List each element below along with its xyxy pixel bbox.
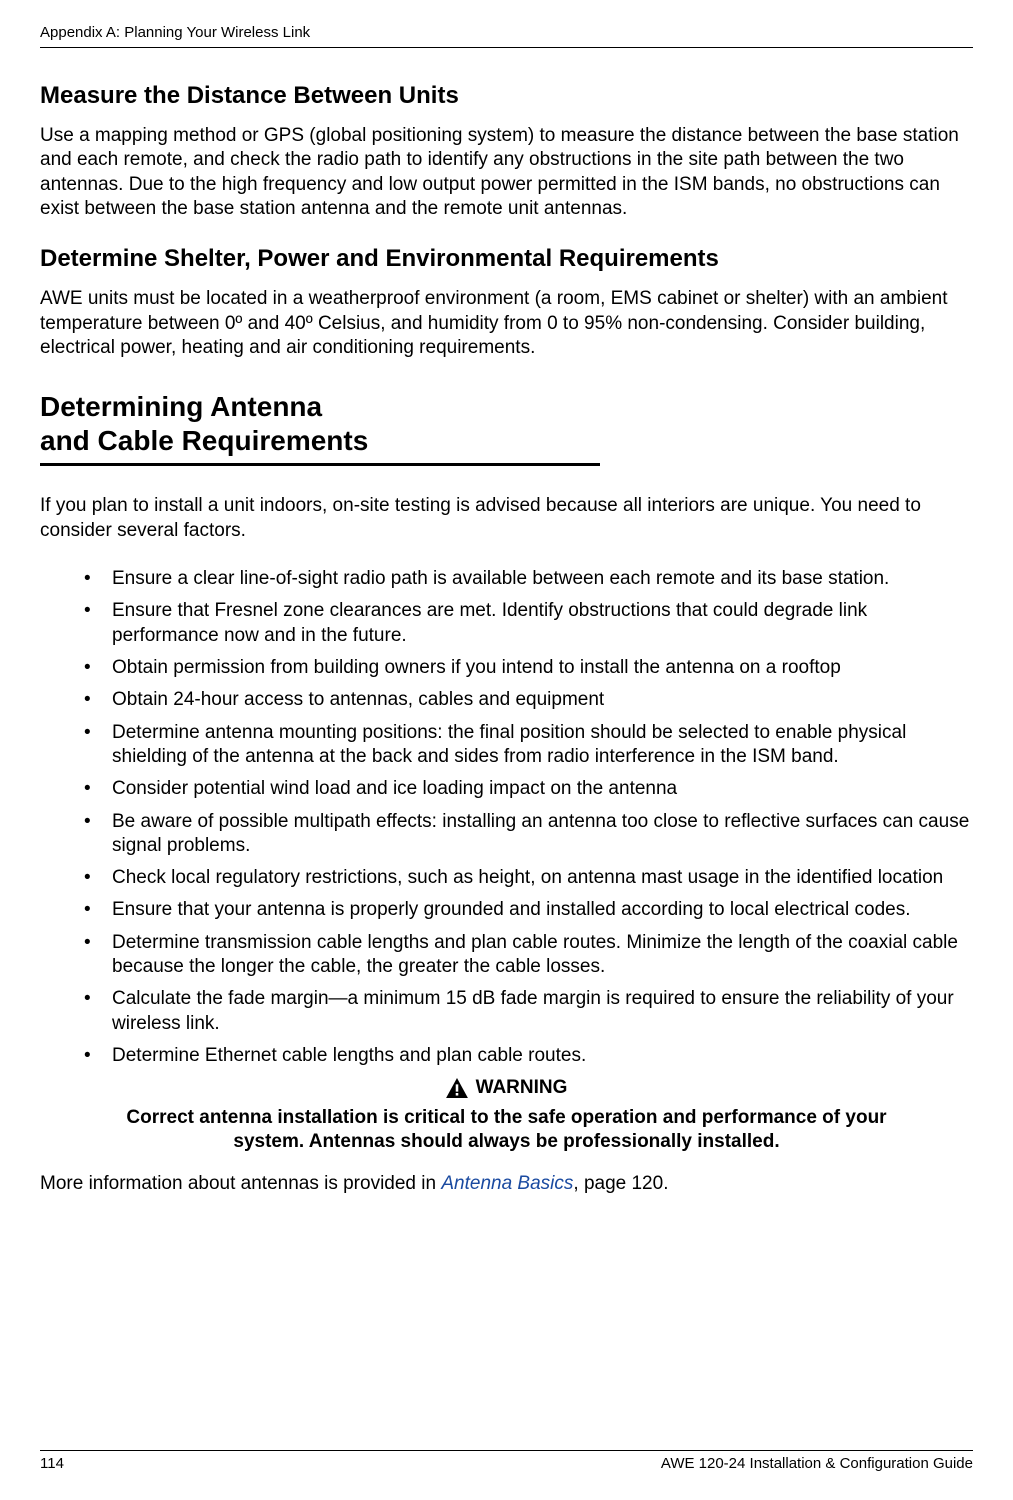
list-item: Consider potential wind load and ice loa… (40, 777, 973, 801)
list-item: Ensure that your antenna is properly gro… (40, 898, 973, 922)
doc-title: AWE 120-24 Installation & Configuration … (661, 1455, 973, 1472)
heading-rule (40, 463, 600, 466)
warning-label-text: WARNING (476, 1076, 568, 1100)
list-item: Determine transmission cable lengths and… (40, 931, 973, 980)
heading-line-2: and Cable Requirements (40, 424, 973, 458)
bullet-list-antenna-factors: Ensure a clear line-of-sight radio path … (40, 567, 973, 1068)
list-item: Obtain 24-hour access to antennas, cable… (40, 688, 973, 712)
paragraph-more-info: More information about antennas is provi… (40, 1172, 973, 1196)
list-item: Calculate the fade margin—a minimum 15 d… (40, 987, 973, 1036)
list-item: Ensure that Fresnel zone clearances are … (40, 599, 973, 648)
list-item: Obtain permission from building owners i… (40, 656, 973, 680)
warning-block: WARNING Correct antenna installation is … (117, 1076, 897, 1154)
warning-body: Correct antenna installation is critical… (117, 1106, 897, 1155)
list-item: Determine antenna mounting positions: th… (40, 721, 973, 770)
list-item: Ensure a clear line-of-sight radio path … (40, 567, 973, 591)
list-item: Be aware of possible multipath effects: … (40, 810, 973, 859)
list-item: Determine Ethernet cable lengths and pla… (40, 1044, 973, 1068)
warning-label-row: WARNING (446, 1076, 568, 1100)
link-antenna-basics[interactable]: Antenna Basics (441, 1173, 573, 1194)
more-info-suffix: , page 120. (573, 1173, 668, 1194)
list-item: Check local regulatory restrictions, suc… (40, 866, 973, 890)
heading-antenna-cable-requirements: Determining Antenna and Cable Requiremen… (40, 390, 973, 466)
paragraph-measure-distance: Use a mapping method or GPS (global posi… (40, 124, 973, 221)
heading-shelter-power-env: Determine Shelter, Power and Environment… (40, 245, 973, 273)
page-footer: 114 AWE 120-24 Installation & Configurat… (40, 1450, 973, 1472)
paragraph-antenna-intro: If you plan to install a unit indoors, o… (40, 494, 973, 543)
heading-line-1: Determining Antenna (40, 390, 973, 424)
paragraph-shelter-power-env: AWE units must be located in a weatherpr… (40, 287, 973, 360)
warning-icon (446, 1078, 468, 1098)
page-number: 114 (40, 1455, 64, 1472)
heading-measure-distance: Measure the Distance Between Units (40, 82, 973, 110)
running-header: Appendix A: Planning Your Wireless Link (40, 0, 973, 48)
more-info-prefix: More information about antennas is provi… (40, 1173, 441, 1194)
